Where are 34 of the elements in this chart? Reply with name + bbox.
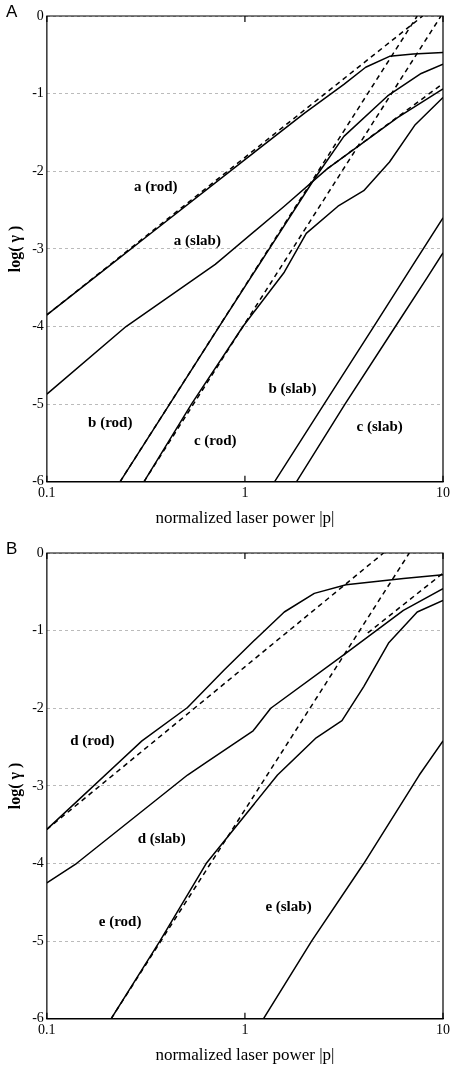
y-tick-label: -3 — [32, 777, 44, 793]
x-axis-title: normalized laser power |p| — [155, 1045, 335, 1065]
y-tick-label: -4 — [32, 855, 44, 871]
y-axis-title: log( γ ) — [5, 225, 24, 273]
y-tick-label: 0 — [36, 7, 44, 23]
annotation: a (slab) — [173, 231, 221, 249]
annotation: c (slab) — [356, 418, 403, 436]
y-tick-label: -1 — [32, 85, 44, 101]
y-tick-label: -4 — [32, 318, 44, 334]
y-tick-label: 0 — [36, 544, 44, 560]
annotation: b (rod) — [88, 413, 133, 431]
y-tick-label: -5 — [32, 932, 44, 948]
x-axis-title: normalized laser power |p| — [155, 508, 335, 528]
x-tick-label: 0.1 — [38, 1021, 56, 1037]
annotation: b (slab) — [268, 379, 317, 397]
y-tick-label: -2 — [32, 162, 44, 178]
annotation: d (slab) — [137, 830, 186, 848]
annotation: e (slab) — [265, 897, 312, 915]
y-tick-label: -1 — [32, 622, 44, 638]
x-tick-label: 1 — [241, 1021, 249, 1037]
y-tick-label: -2 — [32, 699, 44, 715]
annotation: e (rod) — [98, 913, 142, 931]
y-axis-title: log( γ ) — [5, 762, 24, 810]
annotation: c (rod) — [193, 431, 237, 449]
chart-title: A — [6, 2, 18, 22]
annotation: a (rod) — [134, 177, 178, 195]
chart-title: B — [6, 539, 18, 559]
y-tick-label: -3 — [32, 240, 44, 256]
x-tick-label: 10 — [436, 484, 450, 500]
y-tick-label: -5 — [32, 395, 44, 411]
x-tick-label: 1 — [241, 484, 249, 500]
x-tick-label: 10 — [436, 1021, 450, 1037]
x-tick-label: 0.1 — [38, 484, 56, 500]
annotation: d (rod) — [70, 731, 115, 749]
